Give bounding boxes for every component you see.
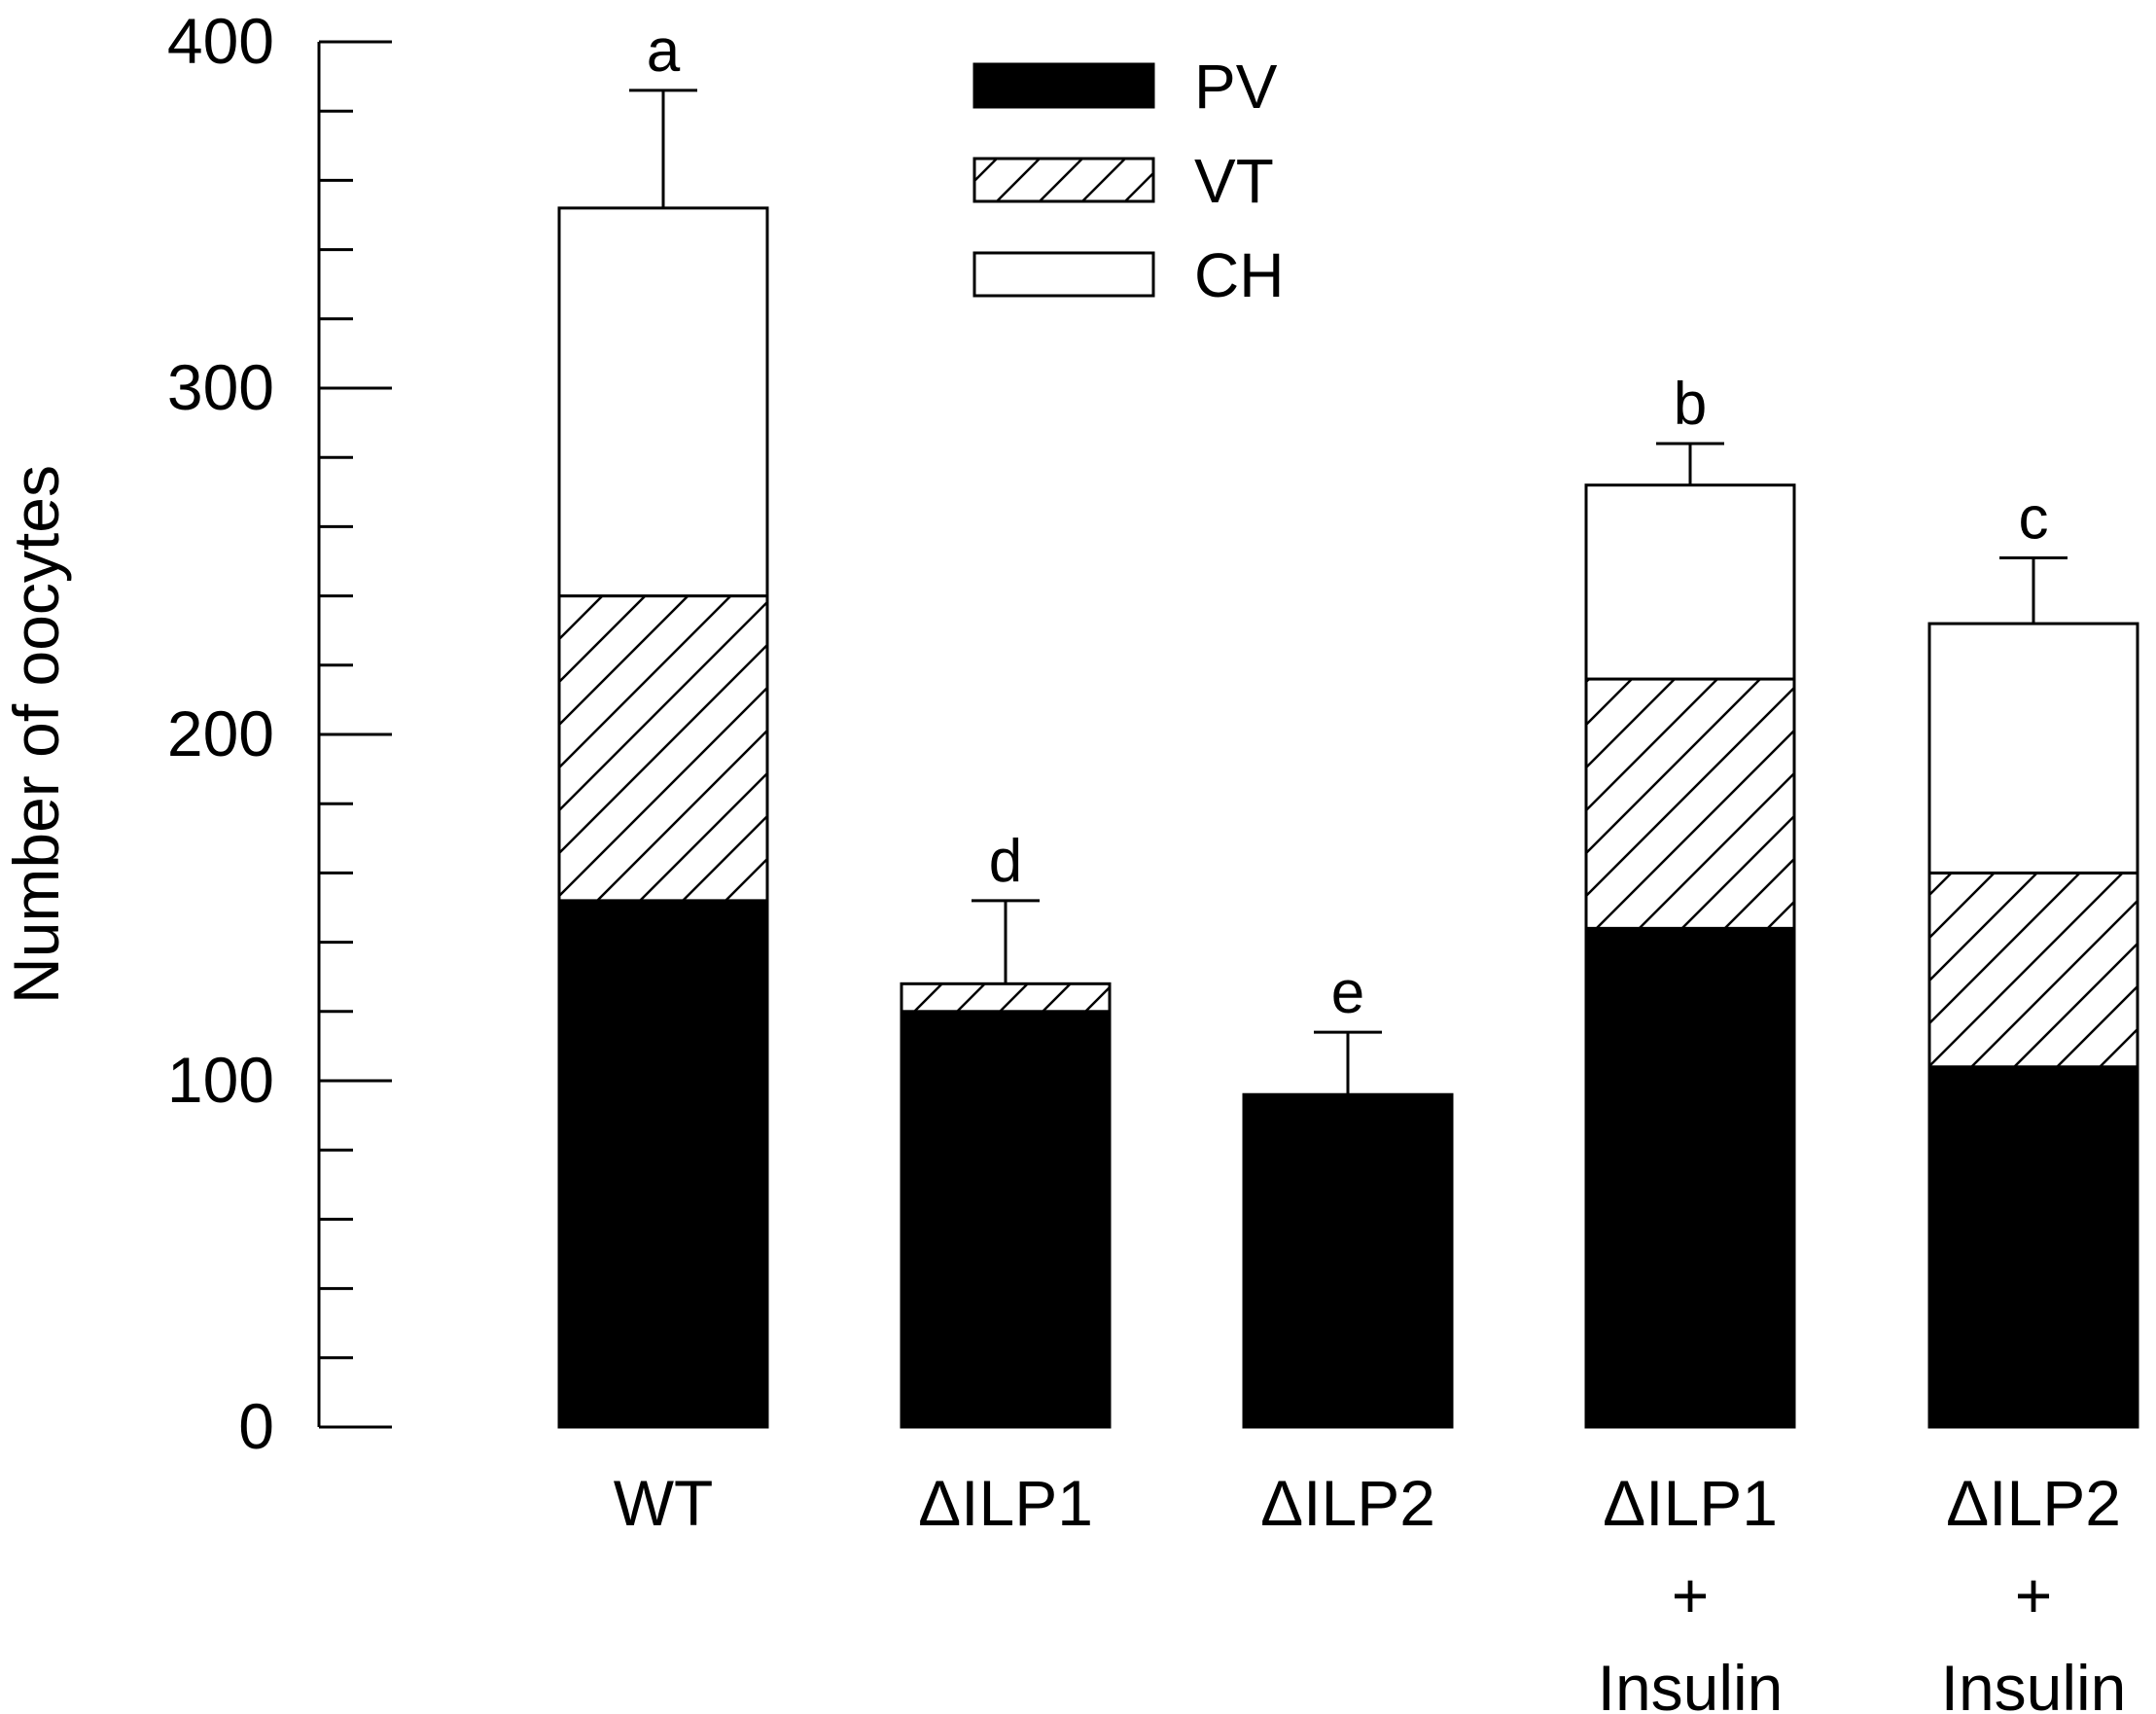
x-tick-label: ΔILP2 (1260, 1467, 1435, 1539)
y-axis-title: Number of oocytes (0, 465, 72, 1004)
x-tick-label: + (2015, 1559, 2053, 1631)
x-tick-label: Insulin (1598, 1652, 1784, 1714)
legend-label-vt: VT (1194, 146, 1274, 216)
x-tick-label: ΔILP1 (1603, 1467, 1778, 1539)
category-labels: WT ΔILP1 ΔILP2 ΔILP1 + Insulin ΔILP2 + Insulin (614, 1467, 2127, 1714)
y-tick-label: 0 (238, 1390, 274, 1462)
legend-swatch-pv (972, 62, 1155, 109)
bar-segment-ch (557, 206, 769, 598)
x-tick-label: ΔILP2 (1946, 1467, 2121, 1539)
bar-segment-pv (1927, 1065, 2139, 1429)
significance-label: a (647, 18, 681, 85)
y-axis: 0 100 200 300 400 (167, 5, 392, 1462)
bar-segment-pv (1584, 926, 1796, 1429)
legend-swatch-vt (972, 157, 1155, 203)
bars: a d e b c (557, 18, 2139, 1429)
legend-label-pv: PV (1194, 52, 1278, 122)
legend-swatch-ch (972, 251, 1155, 298)
bar-segment-vt (557, 594, 769, 903)
y-tick-label: 400 (167, 5, 274, 77)
bar-segment-vt (900, 982, 1112, 1014)
bar-segment-vt (1584, 677, 1796, 930)
x-tick-label: Insulin (1941, 1652, 2127, 1714)
bar-segment-pv (1242, 1092, 1454, 1429)
y-tick-label: 200 (167, 697, 274, 769)
x-tick-label: ΔILP1 (918, 1467, 1093, 1539)
bar-segment-vt (1927, 871, 2139, 1069)
bar-group: e (1242, 959, 1454, 1429)
bar-segment-pv (900, 1010, 1112, 1429)
legend: PV VT CH (972, 52, 1284, 310)
significance-label: b (1674, 371, 1707, 438)
bar-group: b (1584, 371, 1796, 1429)
y-tick-label: 300 (167, 351, 274, 423)
bar-group: c (1927, 484, 2139, 1429)
bar-segment-ch (1584, 483, 1796, 681)
bar-segment-ch (1927, 622, 2139, 875)
significance-label: c (2019, 484, 2049, 552)
legend-label-ch: CH (1194, 240, 1284, 310)
y-tick-label: 100 (167, 1044, 274, 1116)
bar-group: a (557, 18, 769, 1429)
significance-label: e (1331, 959, 1364, 1026)
significance-label: d (989, 828, 1022, 895)
bar-group: d (900, 828, 1112, 1429)
x-tick-label: + (1672, 1559, 1710, 1631)
x-tick-label: WT (614, 1467, 714, 1539)
bar-segment-pv (557, 899, 769, 1429)
